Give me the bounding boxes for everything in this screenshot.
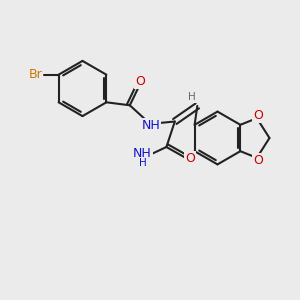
Text: O: O	[253, 154, 263, 167]
Text: Br: Br	[28, 68, 42, 81]
Text: H: H	[139, 158, 146, 168]
Text: O: O	[185, 152, 195, 166]
Text: NH: NH	[133, 147, 152, 160]
Text: O: O	[253, 109, 263, 122]
Text: NH: NH	[141, 118, 160, 132]
Text: O: O	[135, 75, 145, 88]
Text: H: H	[188, 92, 196, 103]
